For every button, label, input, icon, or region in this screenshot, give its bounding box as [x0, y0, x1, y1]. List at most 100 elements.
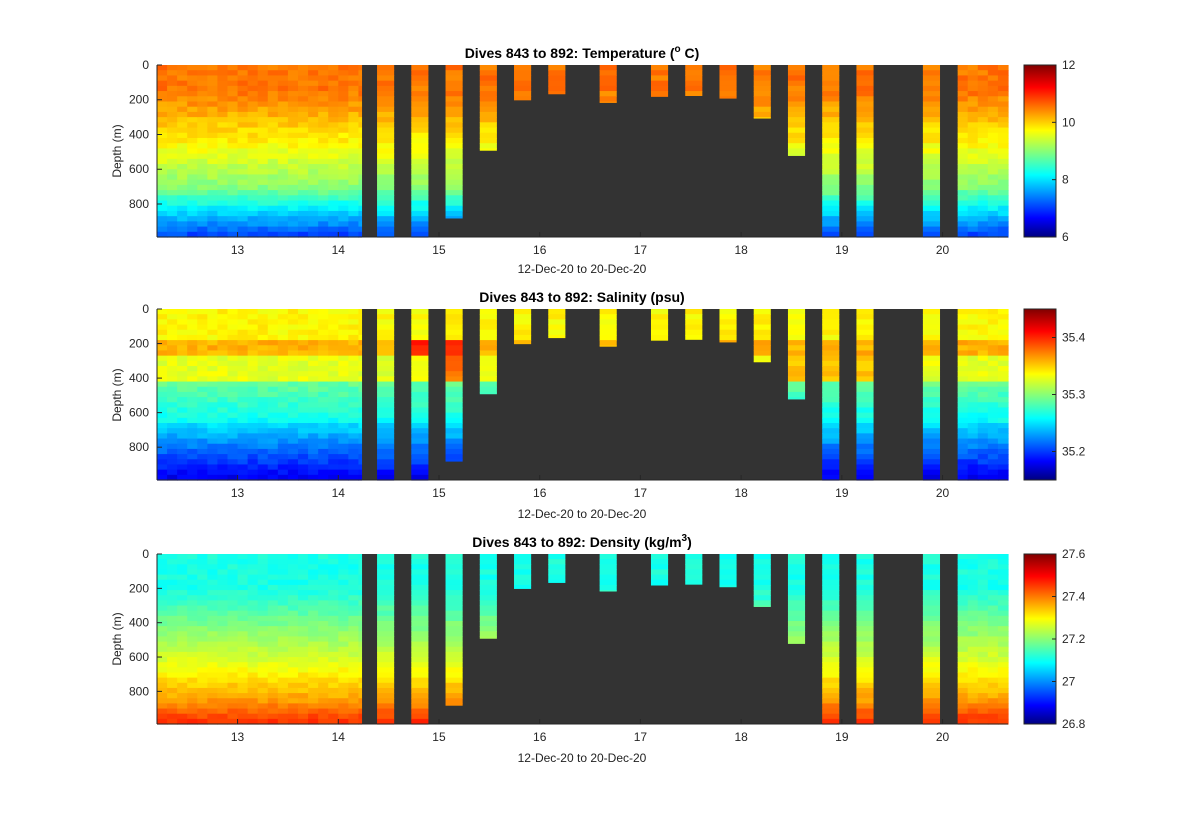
profile-cell: [167, 101, 178, 108]
profile-cell: [922, 428, 941, 434]
profile-cell: [227, 428, 239, 434]
profile-cell: [247, 355, 259, 362]
profile-cell: [987, 179, 999, 186]
profile-cell: [287, 200, 299, 207]
profile-cell: [358, 169, 363, 176]
profile-cell: [318, 366, 329, 372]
profile-cell: [277, 667, 289, 674]
profile-cell: [287, 111, 299, 118]
profile-cell: [247, 423, 259, 429]
profile-cell: [967, 703, 979, 710]
profile-cell: [445, 641, 463, 648]
profile-cell: [257, 682, 269, 689]
profile-cell: [318, 687, 329, 694]
profile-cell: [277, 657, 289, 663]
profile-cell: [753, 605, 771, 607]
profile-cell: [287, 600, 299, 607]
profile-cell: [922, 407, 941, 414]
profile-cell: [348, 574, 360, 581]
profile-cell: [987, 474, 999, 481]
x-tick-label: 18: [734, 486, 748, 500]
profile-cell: [237, 111, 249, 118]
profile-cell: [177, 75, 188, 82]
profile-cell: [217, 360, 229, 367]
profile-cell: [328, 687, 339, 694]
profile-cell: [787, 371, 806, 377]
profile-cell: [957, 329, 969, 336]
profile-cell: [338, 96, 349, 103]
profile-cell: [247, 438, 259, 445]
profile-cell: [997, 143, 1009, 149]
profile-cell: [227, 559, 239, 565]
profile-cell: [977, 569, 989, 576]
profile-cell: [957, 360, 969, 367]
profile-cell: [297, 417, 309, 424]
profile-cell: [599, 85, 617, 92]
profile-cell: [977, 407, 989, 414]
profile-cell: [997, 718, 1009, 725]
profile-cell: [358, 454, 363, 460]
x-tick-label: 19: [835, 730, 849, 744]
profile-cell: [977, 210, 989, 217]
profile-cell: [922, 443, 941, 450]
profile-cell: [753, 554, 771, 560]
profile-cell: [227, 376, 239, 383]
profile-cell: [207, 564, 219, 571]
profile-cell: [445, 174, 463, 181]
profile-cell: [977, 687, 989, 694]
profile-cell: [277, 590, 289, 596]
profile-cell: [308, 221, 319, 228]
profile-cell: [922, 96, 941, 103]
profile-cell: [685, 324, 703, 331]
profile-cell: [308, 672, 319, 679]
profile-cell: [267, 360, 279, 367]
profile-cell: [377, 195, 395, 202]
profile-cell: [277, 620, 289, 627]
profile-cell: [358, 646, 363, 653]
profile-cell: [685, 65, 703, 71]
profile-cell: [957, 610, 969, 617]
profile-cell: [822, 137, 840, 144]
profile-cell: [338, 443, 349, 450]
profile-cell: [187, 216, 198, 222]
profile-cell: [217, 350, 229, 357]
profile-cell: [187, 190, 198, 196]
profile-cell: [922, 195, 941, 202]
profile-cell: [479, 360, 497, 367]
profile-cell: [997, 448, 1009, 455]
profile-cell: [411, 443, 429, 450]
profile-cell: [650, 65, 669, 71]
profile-cell: [411, 314, 429, 320]
profile-cell: [922, 190, 941, 196]
profile-cell: [167, 554, 178, 560]
profile-cell: [207, 693, 219, 699]
profile-cell: [445, 184, 463, 191]
profile-cell: [856, 231, 874, 238]
profile-cell: [822, 319, 840, 326]
profile-cell: [227, 340, 239, 346]
profile-cell: [267, 672, 279, 679]
profile-cell: [227, 448, 239, 455]
profile-cell: [287, 554, 299, 560]
profile-cell: [177, 319, 188, 326]
profile-cell: [257, 662, 269, 668]
profile-cell: [856, 158, 874, 165]
profile-cell: [987, 615, 999, 622]
profile-cell: [967, 70, 979, 77]
profile-cell: [348, 164, 360, 170]
profile-cell: [247, 417, 259, 424]
profile-cell: [328, 345, 339, 352]
profile-cell: [997, 646, 1009, 653]
profile-cell: [267, 554, 279, 560]
profile-cell: [411, 693, 429, 699]
profile-cell: [479, 122, 497, 129]
profile-cell: [348, 174, 360, 181]
profile-cell: [957, 554, 969, 560]
profile-cell: [922, 677, 941, 684]
profile-cell: [207, 111, 219, 118]
profile-cell: [479, 610, 497, 617]
profile-cell: [257, 438, 269, 445]
profile-cell: [338, 687, 349, 694]
profile-cell: [922, 70, 941, 77]
profile-cell: [318, 672, 329, 679]
